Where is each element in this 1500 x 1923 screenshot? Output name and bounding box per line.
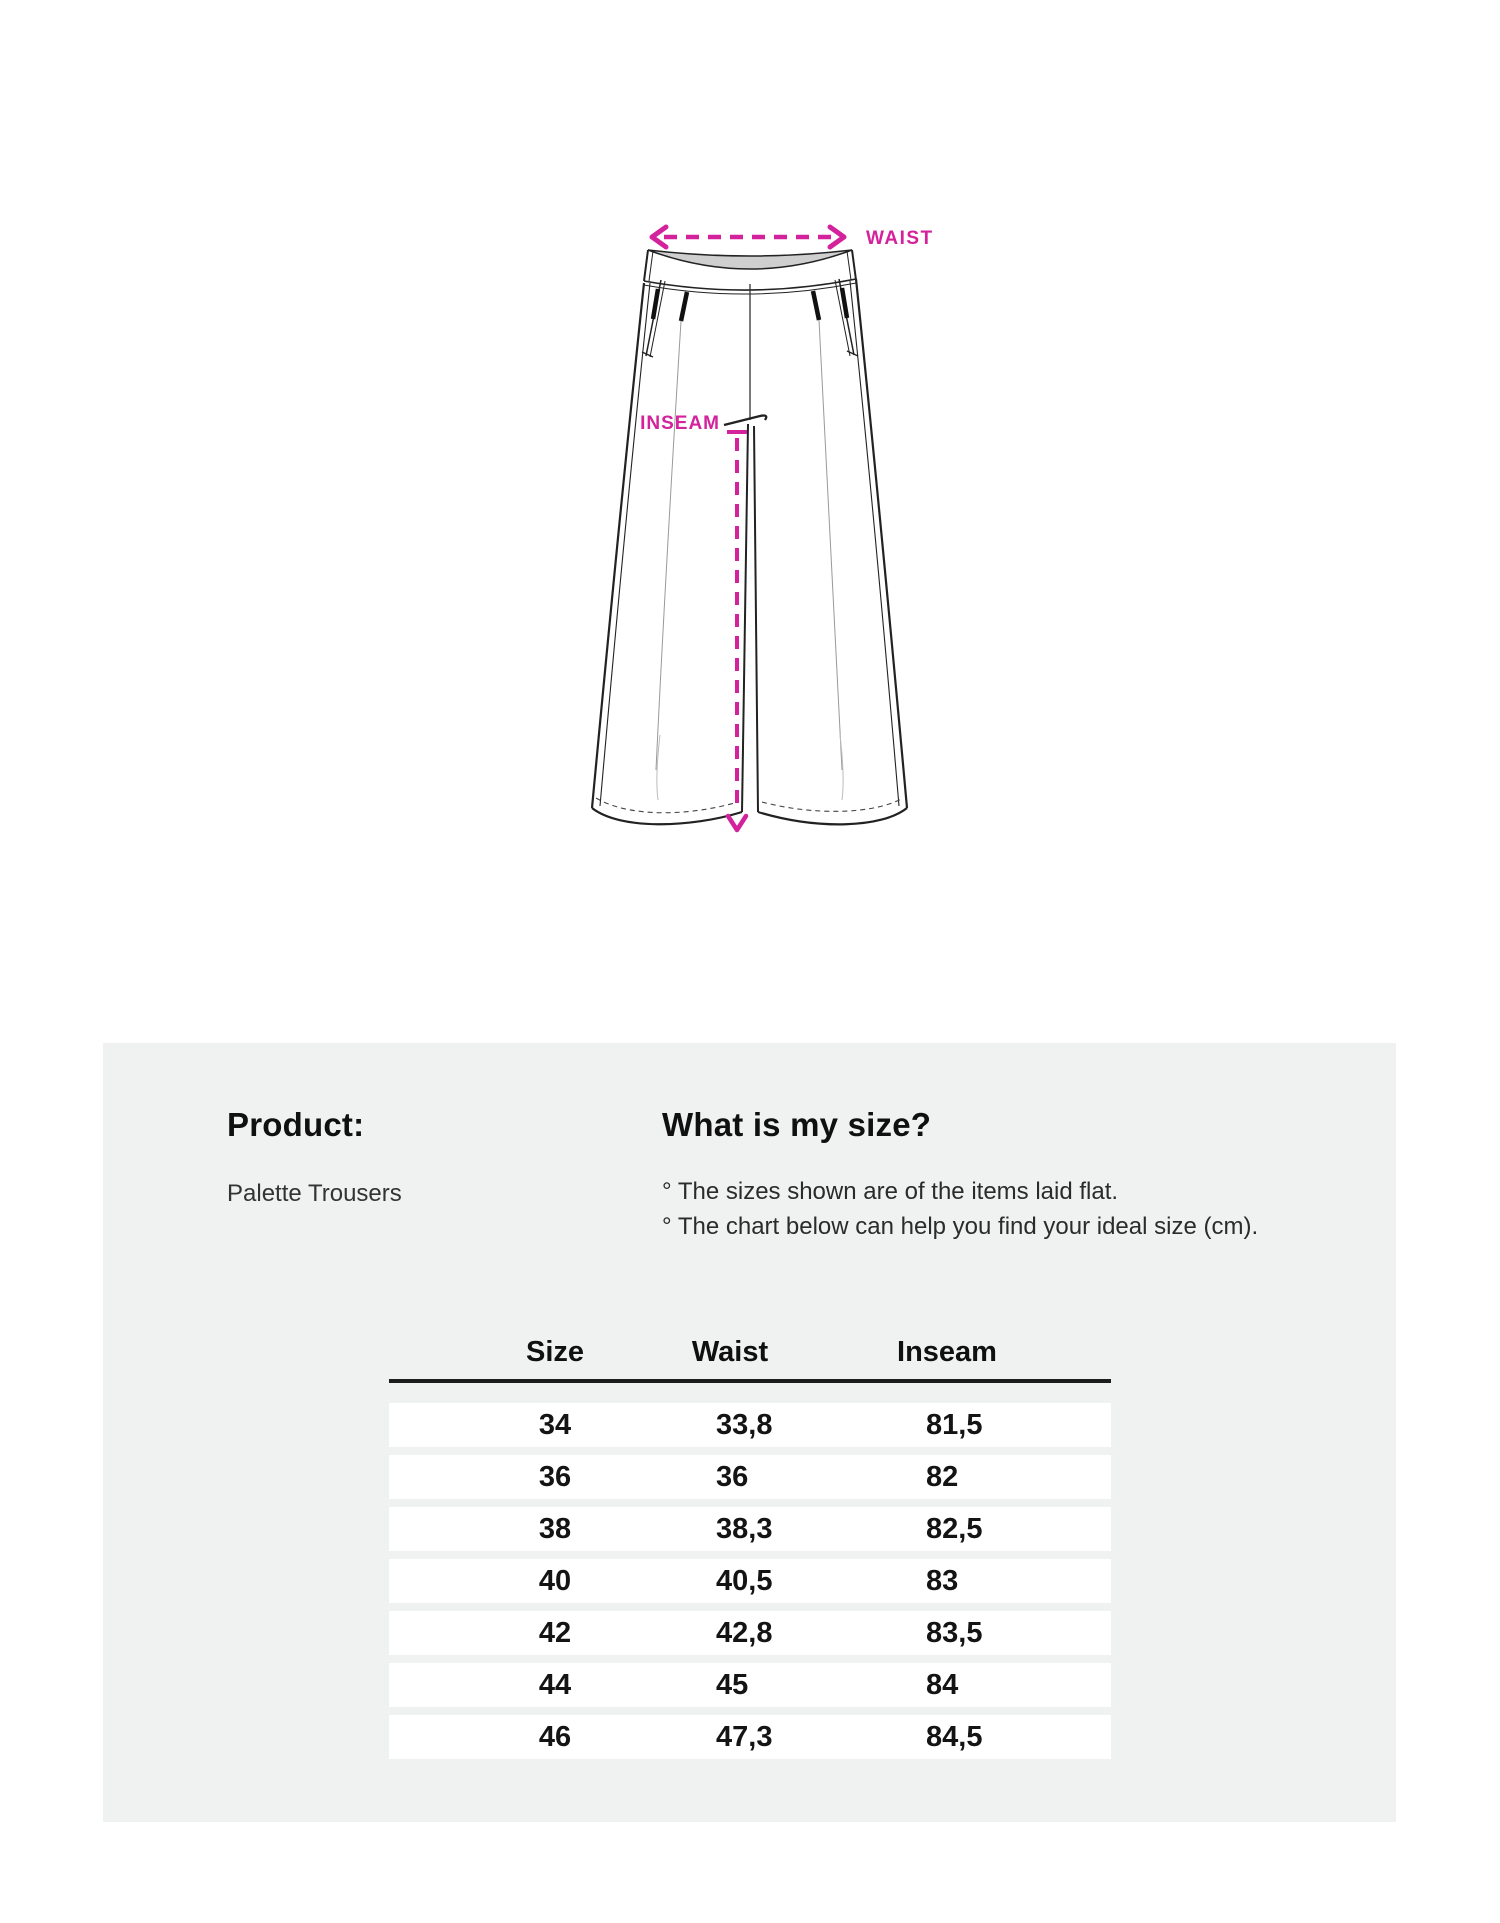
right-hem-stitch — [761, 797, 904, 812]
product-name: Palette Trousers — [227, 1180, 402, 1207]
left-pocket-tick — [641, 351, 654, 358]
waist-measure-label: WAIST — [866, 228, 934, 249]
table-row: 38 38,3 82,5 — [389, 1507, 1111, 1551]
right-hem — [757, 807, 908, 826]
inseam-measure-label: INSEAM — [640, 413, 720, 434]
table-row: 36 36 82 — [389, 1455, 1111, 1499]
right-outer-double — [849, 280, 900, 807]
waist-arrowhead-right — [827, 224, 847, 250]
table-cell: 38 — [538, 1513, 572, 1545]
header-rule — [389, 1379, 1111, 1383]
table-row: 46 47,3 84,5 — [389, 1715, 1111, 1759]
table-cell: 82 — [926, 1461, 959, 1493]
right-inseam-edge — [753, 425, 759, 813]
table-cell: 34 — [538, 1409, 572, 1441]
table-cell: 83,5 — [926, 1617, 983, 1649]
table-row: 42 42,8 83,5 — [389, 1611, 1111, 1655]
right-crease — [818, 319, 843, 771]
size-heading: What is my size? — [662, 1106, 932, 1143]
right-outer-seam — [854, 278, 909, 809]
column-header-waist: Waist — [691, 1336, 769, 1368]
left-dart-1 — [650, 288, 661, 320]
table-cell: 84,5 — [926, 1721, 983, 1753]
product-heading: Product: — [227, 1106, 365, 1143]
table-cell: 47,3 — [716, 1721, 773, 1753]
table-cell: 36 — [716, 1461, 749, 1493]
table-row: 34 33,8 81,5 — [389, 1403, 1111, 1447]
right-dart-1 — [839, 287, 850, 319]
waistband-left-edge — [643, 249, 649, 282]
left-inseam-edge — [741, 423, 749, 813]
column-header-inseam: Inseam — [897, 1336, 997, 1368]
size-note-line: ° The chart below can help you find your… — [662, 1213, 1259, 1240]
left-hem — [591, 807, 743, 826]
table-cell: 40,5 — [716, 1565, 773, 1597]
left-hem-crease — [656, 734, 661, 801]
left-pocket-slant-double — [649, 280, 666, 358]
right-hem-crease — [839, 734, 844, 801]
left-crease — [655, 320, 682, 771]
trousers-diagram: WAIST INSEAM — [590, 224, 934, 833]
right-pocket-slant-double — [834, 279, 851, 357]
waist-arrowhead-left — [649, 224, 669, 250]
table-cell: 33,8 — [716, 1409, 773, 1441]
size-notes: ° The sizes shown are of the items laid … — [662, 1174, 1258, 1244]
left-outer-double — [599, 282, 651, 807]
inseam-arrowhead-down — [725, 813, 749, 833]
size-table-body: 34 33,8 81,5 36 36 82 38 38,3 82,5 40 40,5 83 42 42,8… — [389, 1403, 1111, 1759]
table-row: 40 40,5 83 — [389, 1559, 1111, 1603]
right-pocket-tick — [846, 350, 859, 357]
table-cell: 44 — [538, 1669, 572, 1701]
table-cell: 81,5 — [926, 1409, 983, 1441]
table-row: 44 45 84 — [389, 1663, 1111, 1707]
table-cell: 84 — [926, 1669, 959, 1701]
left-outer-seam — [590, 282, 646, 809]
table-cell: 46 — [538, 1721, 572, 1753]
table-cell: 40 — [538, 1565, 572, 1597]
column-header-size: Size — [525, 1336, 585, 1368]
table-cell: 83 — [926, 1565, 959, 1597]
table-cell: 42 — [538, 1617, 572, 1649]
left-dart-2 — [678, 291, 690, 322]
size-table: Size Waist Inseam 34 33,8 81,5 36 36 82 38 38,3… — [389, 1336, 1111, 1767]
table-cell: 38,3 — [716, 1513, 773, 1545]
table-cell: 42,8 — [716, 1617, 773, 1649]
crotch-fly-curve — [723, 414, 768, 427]
left-hem-stitch — [595, 797, 739, 814]
table-cell: 82,5 — [926, 1513, 983, 1545]
waistband-right-double — [846, 250, 852, 281]
table-cell: 36 — [538, 1461, 572, 1493]
waistband-right-edge — [851, 249, 857, 281]
size-note-line: ° The sizes shown are of the items laid … — [662, 1178, 1119, 1205]
waistband-inner-back — [647, 249, 853, 270]
waistband-left-double — [648, 250, 654, 282]
size-table-header: Size Waist Inseam — [389, 1336, 1111, 1372]
table-cell: 45 — [716, 1669, 749, 1701]
right-dart-2 — [810, 290, 822, 321]
